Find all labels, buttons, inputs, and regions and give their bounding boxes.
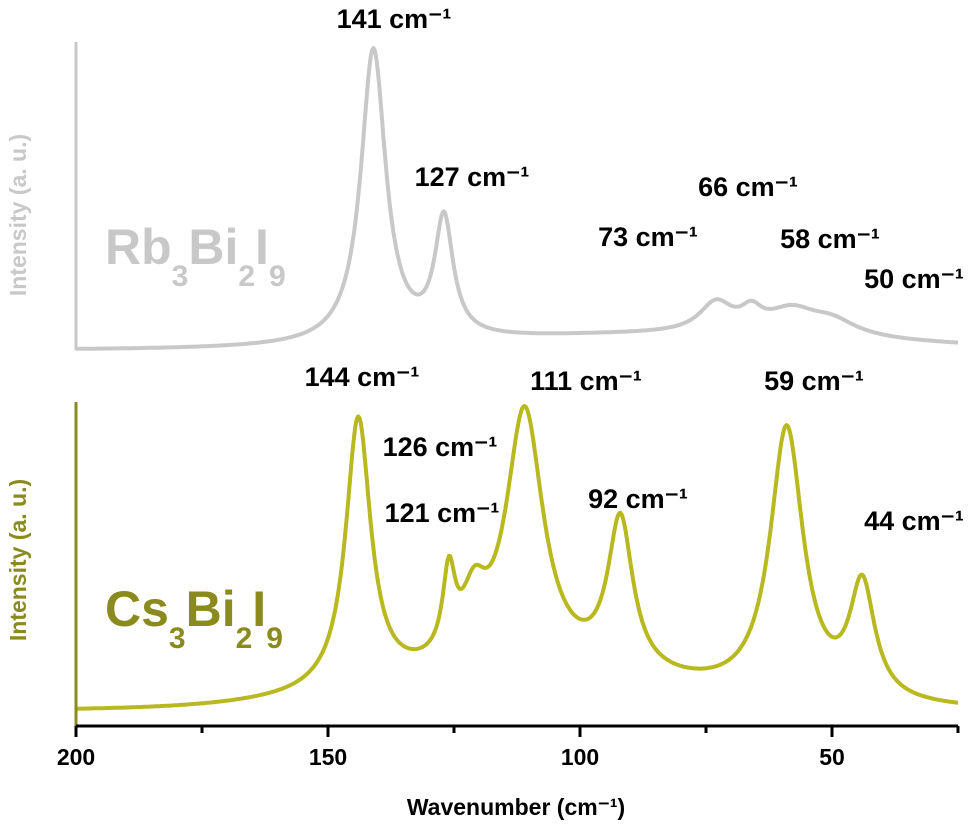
peak-label-126: 126 cm⁻¹	[383, 432, 498, 462]
x-tick-label: 50	[819, 744, 845, 770]
peak-label-121: 121 cm⁻¹	[385, 498, 500, 528]
x-tick-label: 100	[561, 744, 599, 770]
peak-label-144: 144 cm⁻¹	[305, 362, 420, 392]
peak-label-58: 58 cm⁻¹	[780, 224, 880, 254]
cs-y-axis-label: Intensity (a. u.)	[5, 479, 31, 641]
peak-label-141: 141 cm⁻¹	[337, 4, 452, 34]
peak-label-66: 66 cm⁻¹	[698, 172, 798, 202]
x-tick-label: 200	[57, 744, 95, 770]
rb-spectrum-series	[75, 46, 959, 351]
peak-label-111: 111 cm⁻¹	[530, 366, 642, 396]
spectrum-line	[75, 46, 959, 351]
rb-compound-label: Rb3Bi2I9	[105, 219, 286, 293]
cs-compound-label: Cs3Bi2I9	[105, 581, 283, 655]
peak-label-44: 44 cm⁻¹	[864, 506, 964, 536]
x-axis-title: Wavenumber (cm⁻¹)	[407, 794, 625, 820]
cs-spectrum-series	[75, 404, 959, 711]
rb-y-axis-label: Intensity (a. u.)	[5, 134, 31, 296]
peak-label-59: 59 cm⁻¹	[764, 366, 864, 396]
peak-label-73: 73 cm⁻¹	[598, 222, 698, 252]
x-axis-ticks: 200 150 100 50	[57, 726, 960, 770]
spectrum-line	[75, 404, 959, 711]
peak-label-50: 50 cm⁻¹	[864, 264, 964, 294]
x-tick-label: 150	[309, 744, 347, 770]
peak-label-92: 92 cm⁻¹	[588, 484, 688, 514]
peak-label-127: 127 cm⁻¹	[415, 162, 530, 192]
